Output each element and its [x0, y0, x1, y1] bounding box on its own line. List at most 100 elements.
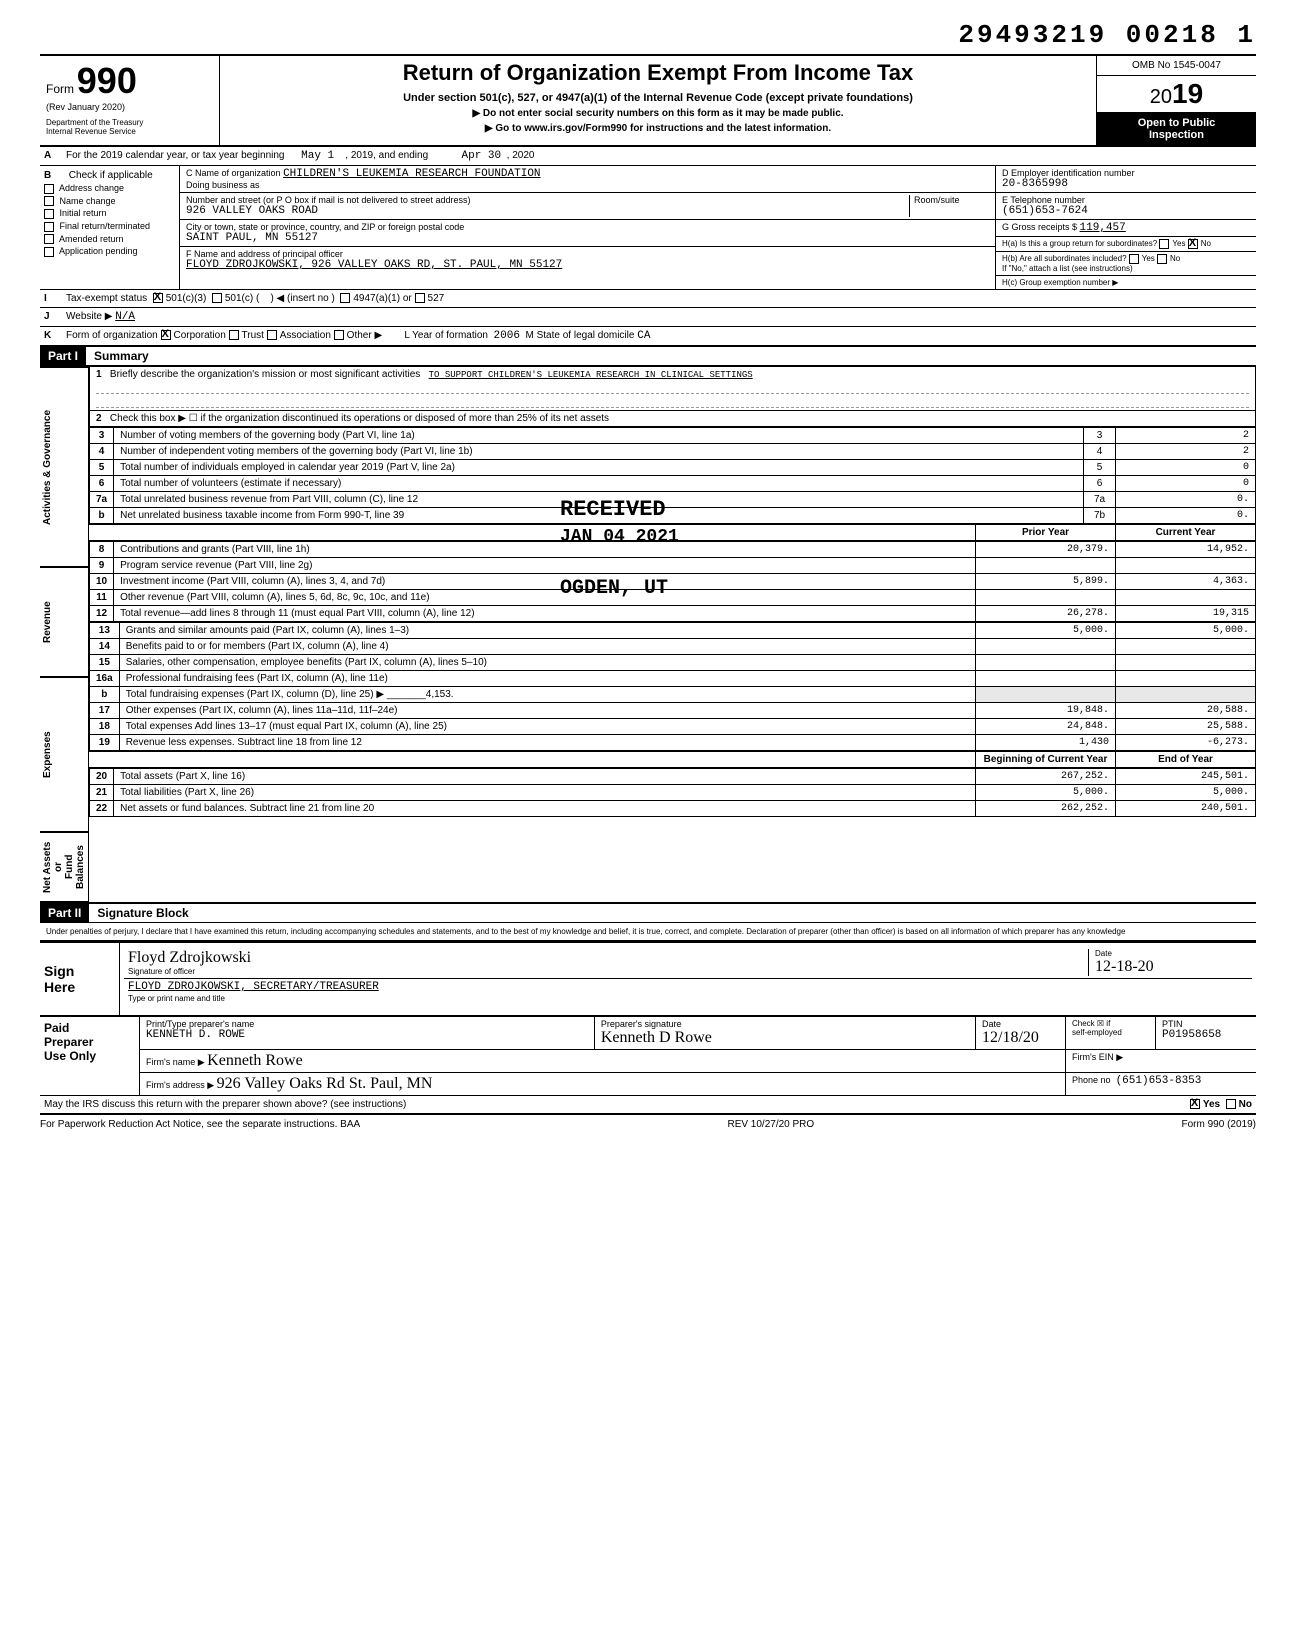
row-12: 12 Total revenue—add lines 8 through 11 …: [90, 606, 1256, 622]
irs-discuss-text: May the IRS discuss this return with the…: [44, 1099, 406, 1110]
assoc-checkbox[interactable]: [267, 330, 277, 340]
hc-label: H(c) Group exemption number ▶: [1002, 278, 1118, 287]
tax-year-begin[interactable]: May 1: [301, 150, 334, 162]
street-label: Number and street (or P O box if mail is…: [186, 195, 470, 205]
line-a-text: For the 2019 calendar year, or tax year …: [66, 150, 284, 162]
year-formation[interactable]: 2006: [494, 330, 520, 342]
row-9: 9 Program service revenue (Part VIII, li…: [90, 558, 1256, 574]
header-center: Return of Organization Exempt From Incom…: [220, 56, 1096, 145]
firm-address[interactable]: 926 Valley Oaks Rd St. Paul, MN: [217, 1075, 433, 1092]
vert-netassets: Net Assets or Fund Balances: [40, 832, 89, 902]
501c-checkbox[interactable]: [212, 293, 222, 303]
row-10: 10 Investment income (Part VIII, column …: [90, 574, 1256, 590]
line-2: 2 Check this box ▶ ☐ if the organization…: [89, 411, 1256, 427]
check-amended-return[interactable]: Amended return: [44, 234, 175, 245]
opt-corp: Corporation: [174, 330, 226, 342]
part-2-title: Signature Block: [97, 906, 188, 920]
check-application-pending[interactable]: Application pending: [44, 246, 175, 257]
mission-blank-1: [96, 380, 1249, 394]
prep-name-label: Print/Type preparer's name: [146, 1019, 254, 1029]
discuss-no-checkbox[interactable]: [1226, 1099, 1236, 1109]
firm-name[interactable]: Kenneth Rowe: [207, 1052, 303, 1069]
ha-yes-checkbox[interactable]: [1159, 239, 1169, 249]
tax-year: 2019: [1097, 76, 1256, 113]
preparer-signature[interactable]: Kenneth D Rowe: [601, 1029, 712, 1046]
website-value[interactable]: N/A: [115, 311, 135, 323]
line-i: I Tax-exempt status 501(c)(3) 501(c) ( )…: [40, 290, 1256, 308]
footer-form: Form 990 (2019): [1182, 1119, 1256, 1130]
other-checkbox[interactable]: [334, 330, 344, 340]
phone-value[interactable]: (651)653-7624: [1002, 205, 1088, 217]
opt-527: 527: [428, 293, 445, 304]
state-domicile[interactable]: CA: [637, 330, 650, 342]
city-value[interactable]: SAINT PAUL, MN 55127: [186, 232, 318, 244]
ein-value[interactable]: 20-8365998: [1002, 178, 1068, 190]
officer-value[interactable]: FLOYD ZDROJKOWSKI, 926 VALLEY OAKS RD, S…: [186, 259, 562, 271]
line-i-label: I: [44, 293, 58, 304]
org-name[interactable]: CHILDREN'S LEUKEMIA RESEARCH FOUNDATION: [283, 168, 540, 180]
self-employed-check[interactable]: Check ☒ if self-employed: [1066, 1017, 1156, 1050]
row-15: 15 Salaries, other compensation, employe…: [90, 655, 1256, 671]
4947-checkbox[interactable]: [340, 293, 350, 303]
expense-table: 13 Grants and similar amounts paid (Part…: [89, 622, 1256, 751]
row-22: 22 Net assets or fund balances. Subtract…: [90, 801, 1256, 817]
ha-no-checkbox[interactable]: [1188, 239, 1198, 249]
officer-name-title[interactable]: FLOYD ZDROJKOWSKI, SECRETARY/TREASURER: [128, 981, 379, 993]
check-final-return-terminated[interactable]: Final return/terminated: [44, 221, 175, 232]
col-c-f: C Name of organization CHILDREN'S LEUKEM…: [180, 166, 996, 289]
gross-receipts[interactable]: 119,457: [1080, 222, 1126, 234]
row-8: 8 Contributions and grants (Part VIII, l…: [90, 542, 1256, 558]
officer-signature[interactable]: Floyd Zdrojkowski: [128, 949, 1088, 967]
department: Department of the Treasury Internal Reve…: [46, 118, 213, 136]
footer: For Paperwork Reduction Act Notice, see …: [40, 1115, 1256, 1130]
preparer-name[interactable]: KENNETH D. ROWE: [146, 1029, 245, 1041]
part-1-title: Summary: [94, 349, 149, 363]
perjury-statement: Under penalties of perjury, I declare th…: [40, 923, 1256, 941]
street-value[interactable]: 926 VALLEY OAKS ROAD: [186, 205, 318, 217]
row-20: 20 Total assets (Part X, line 16) 267,25…: [90, 769, 1256, 785]
hb-no-checkbox[interactable]: [1157, 254, 1167, 264]
no-label: No: [1201, 239, 1211, 248]
col-d-h: D Employer identification number 20-8365…: [996, 166, 1256, 289]
527-checkbox[interactable]: [415, 293, 425, 303]
ptin-label: PTIN: [1162, 1019, 1183, 1029]
vert-expenses: Expenses: [40, 677, 89, 832]
irs-discuss-row: May the IRS discuss this return with the…: [40, 1096, 1256, 1115]
tax-year-end[interactable]: Apr 30: [462, 150, 502, 162]
corp-checkbox[interactable]: [161, 330, 171, 340]
preparer-section: Paid Preparer Use Only Print/Type prepar…: [40, 1017, 1256, 1096]
governance-table: 3 Number of voting members of the govern…: [89, 427, 1256, 524]
line-j-label: J: [44, 311, 58, 323]
hb-yes-checkbox[interactable]: [1129, 254, 1139, 264]
sig-date-value[interactable]: 12-18-20: [1095, 958, 1248, 976]
revenue-table: 8 Contributions and grants (Part VIII, l…: [89, 541, 1256, 622]
row-21: 21 Total liabilities (Part X, line 26) 5…: [90, 785, 1256, 801]
tracking-number: 29493219 00218 1: [40, 20, 1256, 50]
preparer-date[interactable]: 12/18/20: [982, 1029, 1039, 1046]
check-initial-return[interactable]: Initial return: [44, 208, 175, 219]
gov-row-7a: 7a Total unrelated business revenue from…: [90, 492, 1256, 508]
discuss-yes-checkbox[interactable]: [1190, 1099, 1200, 1109]
g-label: G Gross receipts $: [1002, 222, 1077, 232]
row-16a: 16a Professional fundraising fees (Part …: [90, 671, 1256, 687]
sign-here-body: Floyd Zdrojkowski Signature of officer D…: [120, 943, 1256, 1015]
opt-501c: 501(c) (: [225, 293, 259, 304]
check-address-change[interactable]: Address change: [44, 183, 175, 194]
yes-label: Yes: [1172, 239, 1185, 248]
opt-4947: 4947(a)(1) or: [353, 293, 411, 304]
check-name-change[interactable]: Name change: [44, 196, 175, 207]
header-right: OMB No 1545-0047 2019 Open to Public Ins…: [1096, 56, 1256, 145]
netassets-table: 20 Total assets (Part X, line 16) 267,25…: [89, 768, 1256, 817]
name-label: Type or print name and title: [128, 994, 225, 1003]
col-current-year: Current Year: [1116, 525, 1256, 541]
line-b-label: B: [44, 170, 58, 181]
line-a-label: A: [44, 150, 58, 162]
preparer-phone[interactable]: (651)653-8353: [1116, 1075, 1202, 1087]
discuss-yes: Yes: [1203, 1099, 1220, 1110]
line-j-text: Website ▶: [66, 311, 112, 323]
trust-checkbox[interactable]: [229, 330, 239, 340]
501c3-checkbox[interactable]: [153, 293, 163, 303]
line-k-label: K: [44, 330, 58, 342]
mission-value[interactable]: TO SUPPORT CHILDREN'S LEUKEMIA RESEARCH …: [429, 370, 753, 380]
ptin-value[interactable]: P01958658: [1162, 1029, 1221, 1041]
